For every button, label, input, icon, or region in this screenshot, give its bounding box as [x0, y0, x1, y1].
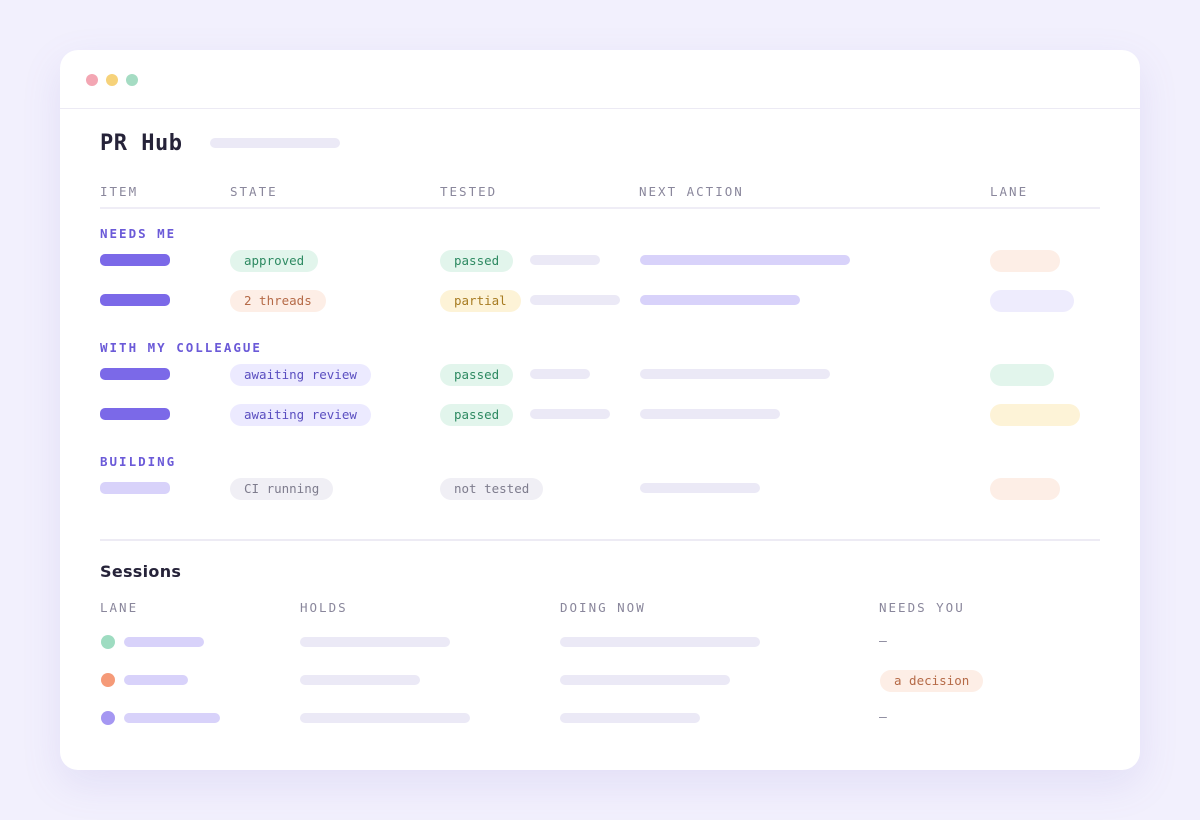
column-header-state: STATE: [230, 184, 278, 199]
app-window: PR Hub ITEM STATE TESTED NEXT ACTION LAN…: [60, 50, 1140, 770]
column-header-holds: HOLDS: [300, 600, 348, 615]
state-badge: awaiting review: [230, 364, 371, 386]
lane-status-dot: [101, 673, 115, 687]
next-action-placeholder: [640, 295, 800, 305]
tested-badge: passed: [440, 364, 514, 386]
item-title-bar[interactable]: [100, 482, 170, 494]
column-header-item: ITEM: [100, 184, 139, 199]
holds-placeholder: [300, 637, 450, 647]
needs-you-badge[interactable]: a decision: [880, 670, 984, 692]
close-window-dot[interactable]: [86, 74, 98, 86]
needs-you-value: –: [879, 710, 887, 725]
minimize-window-dot[interactable]: [106, 74, 118, 86]
lane-name-placeholder[interactable]: [124, 713, 220, 723]
next-action-placeholder: [640, 255, 850, 265]
column-header-lane: LANE: [990, 184, 1029, 199]
maximize-window-dot[interactable]: [126, 74, 138, 86]
group-label-with-my-colleague: WITH MY COLLEAGUE: [100, 340, 262, 355]
needs-you-value: –: [879, 634, 887, 649]
state-badge: approved: [230, 250, 319, 272]
doing-now-placeholder: [560, 637, 760, 647]
lane-chip[interactable]: [990, 290, 1074, 312]
tested-detail-placeholder: [530, 369, 590, 379]
column-header-lane: LANE: [100, 600, 139, 615]
item-title-bar[interactable]: [100, 368, 170, 380]
next-action-placeholder: [640, 409, 780, 419]
tested-badge: not tested: [440, 478, 544, 500]
tested-badge: passed: [440, 404, 514, 426]
lane-name-placeholder[interactable]: [124, 675, 188, 685]
holds-placeholder: [300, 675, 420, 685]
column-header-doing-now: DOING NOW: [560, 600, 646, 615]
lane-chip[interactable]: [990, 404, 1080, 426]
tested-detail-placeholder: [530, 255, 600, 265]
lane-chip[interactable]: [990, 364, 1054, 386]
tested-detail-placeholder: [530, 295, 620, 305]
lane-chip[interactable]: [990, 250, 1060, 272]
item-title-bar[interactable]: [100, 254, 170, 266]
state-badge: awaiting review: [230, 404, 371, 426]
lane-chip[interactable]: [990, 478, 1060, 500]
group-label-needs-me: NEEDS ME: [100, 226, 177, 241]
window-titlebar: [60, 50, 1140, 109]
column-header-needs-you: NEEDS YOU: [879, 600, 965, 615]
lane-status-dot: [101, 711, 115, 725]
lane-name-placeholder[interactable]: [124, 637, 204, 647]
holds-placeholder: [300, 713, 470, 723]
column-header-next-action: NEXT ACTION: [639, 184, 744, 199]
tested-badge: partial: [440, 290, 521, 312]
tested-detail-placeholder: [530, 409, 610, 419]
title-subtitle-placeholder: [210, 138, 340, 148]
sessions-title: Sessions: [100, 562, 182, 581]
tested-badge: passed: [440, 250, 514, 272]
next-action-placeholder: [640, 483, 760, 493]
item-title-bar[interactable]: [100, 294, 170, 306]
section-divider: [100, 539, 1100, 541]
state-badge: 2 threads: [230, 290, 326, 312]
lane-status-dot: [101, 635, 115, 649]
doing-now-placeholder: [560, 713, 700, 723]
state-badge: CI running: [230, 478, 334, 500]
next-action-placeholder: [640, 369, 830, 379]
column-header-tested: TESTED: [440, 184, 498, 199]
header-divider: [100, 207, 1100, 209]
item-title-bar[interactable]: [100, 408, 170, 420]
group-label-building: BUILDING: [100, 454, 177, 469]
doing-now-placeholder: [560, 675, 730, 685]
page-title: PR Hub: [100, 131, 183, 156]
